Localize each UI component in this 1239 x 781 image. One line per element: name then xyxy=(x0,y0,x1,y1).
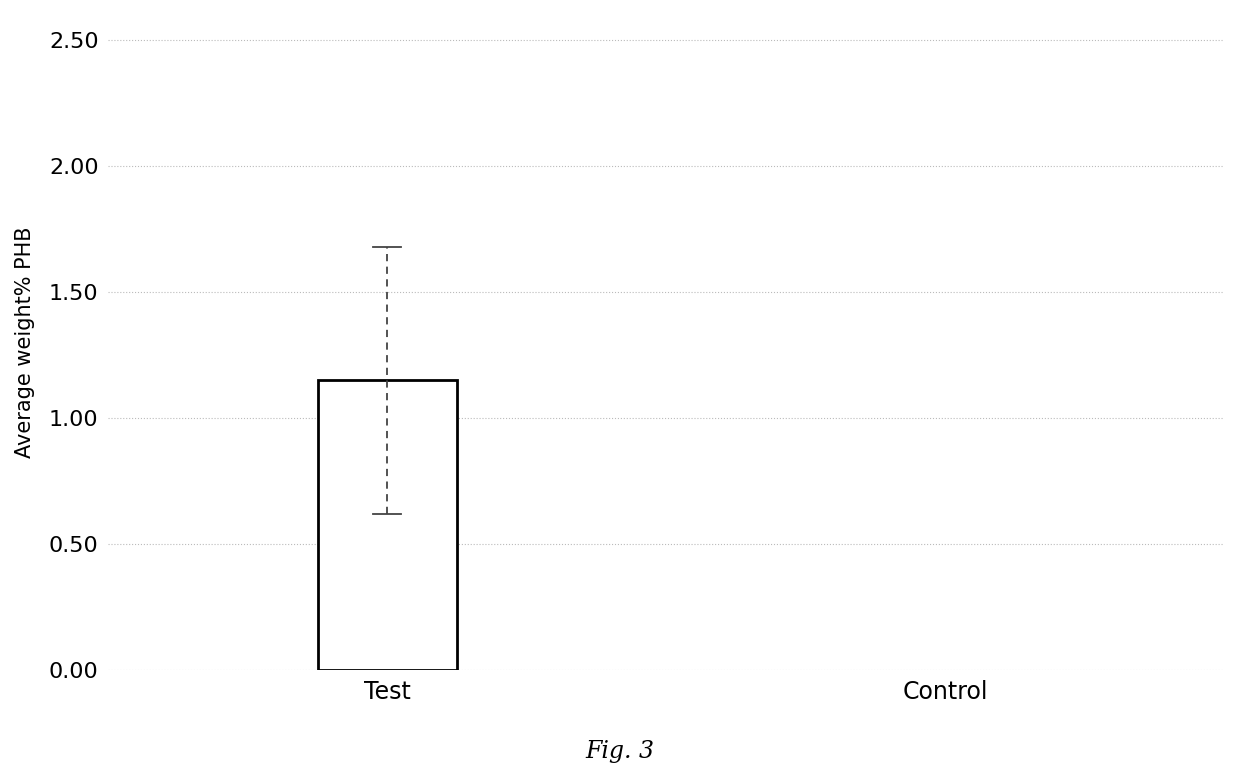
Y-axis label: Average weight% PHB: Average weight% PHB xyxy=(15,226,35,458)
Text: Fig. 3: Fig. 3 xyxy=(585,740,654,762)
Bar xyxy=(317,380,457,670)
